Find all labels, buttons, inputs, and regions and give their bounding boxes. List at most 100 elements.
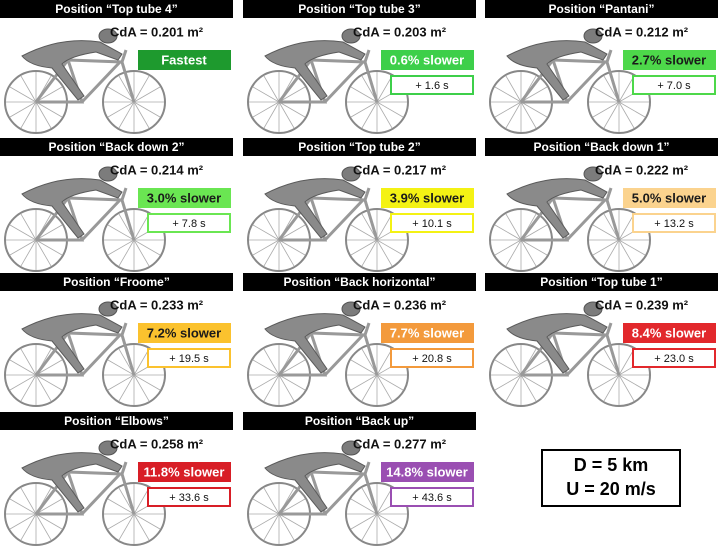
spoke [252,224,280,241]
spoke [603,374,620,402]
rank-badge [381,188,474,208]
spoke [278,374,295,402]
panel-title-bar [243,0,476,18]
spoke [494,86,522,103]
spoke [376,348,393,376]
spoke [133,101,150,129]
wheel [587,343,651,407]
spoke [9,359,37,376]
spoke [9,513,37,530]
spoke [278,498,306,515]
rank-badge-label: 0.6% slower [390,52,464,67]
spoke [263,239,280,267]
spoke [592,359,620,376]
spoke [35,513,52,541]
spoke [494,239,522,256]
panel-title: Position “Back down 1” [533,140,669,154]
rider [506,178,608,239]
rider-head [583,28,603,44]
time-box [632,75,716,95]
cda-value: CdA = 0.217 m² [353,162,447,177]
spoke [35,86,63,103]
spoke [133,101,161,118]
spoke [133,374,150,402]
cda-value: CdA = 0.236 m² [353,297,447,312]
wheel [587,70,651,134]
spoke [252,359,280,376]
spoke [263,374,280,402]
spoke [520,239,537,267]
spoke [35,239,63,256]
panel-title-bar [0,273,233,291]
conditions-box [541,449,681,507]
spoke [376,101,393,129]
panel-title-bar [0,0,233,18]
spoke [133,374,161,391]
spoke [350,86,378,103]
rank-badge-label: 7.2% slower [147,325,221,340]
spoke [520,374,537,402]
bike-illustration [247,301,409,407]
panel-title-bar [485,0,718,18]
cda-value: CdA = 0.222 m² [595,162,689,177]
spoke [494,101,522,118]
spoke [263,75,280,103]
spoke [252,86,280,103]
rider [21,313,123,374]
panel-title-bar [243,412,476,430]
spoke [107,359,135,376]
spoke [107,239,135,256]
spoke [520,101,548,118]
spoke [118,101,135,129]
spoke [376,513,393,541]
spoke [252,374,280,391]
rank-badge-label: 3.9% slower [390,190,464,205]
rider-head [341,166,361,182]
rider [264,40,366,101]
panel-title-bar [485,273,718,291]
spoke [618,101,635,129]
rider [264,178,366,239]
spoke [376,239,393,267]
spoke [603,101,620,129]
rider-head [583,301,603,317]
spoke [350,224,378,241]
time-penalty: + 10.1 s [412,218,452,230]
rider [506,40,608,101]
spoke [494,224,522,241]
spoke [505,348,522,376]
spoke [278,86,306,103]
panel-title-bar [485,138,718,156]
panel-title-bar [243,138,476,156]
rank-badge [623,50,716,70]
spoke [361,101,378,129]
spoke [494,374,522,391]
panel-title: Position “Top tube 1” [540,275,662,289]
spoke [592,374,620,391]
spoke [35,101,52,129]
rider-head [98,440,118,456]
spoke [263,487,280,515]
spoke [118,513,135,541]
spoke [350,359,378,376]
wheel [102,343,166,407]
wheel [102,482,166,546]
spoke [350,513,378,530]
rider-head [98,166,118,182]
panel-title: Position “Elbows” [64,414,169,428]
cda-value: CdA = 0.233 m² [110,297,204,312]
time-box [147,348,231,368]
spoke [20,213,37,241]
spoke [350,498,378,515]
spoke [592,101,620,118]
spoke [20,101,37,129]
rank-badge [623,323,716,343]
rider [264,452,366,513]
spoke [278,239,295,267]
panel-title: Position “Back horizontal” [283,275,435,289]
time-penalty: + 7.8 s [172,218,206,230]
time-box [632,348,716,368]
spoke [35,374,52,402]
spoke [20,487,37,515]
bike-illustration [4,440,166,546]
